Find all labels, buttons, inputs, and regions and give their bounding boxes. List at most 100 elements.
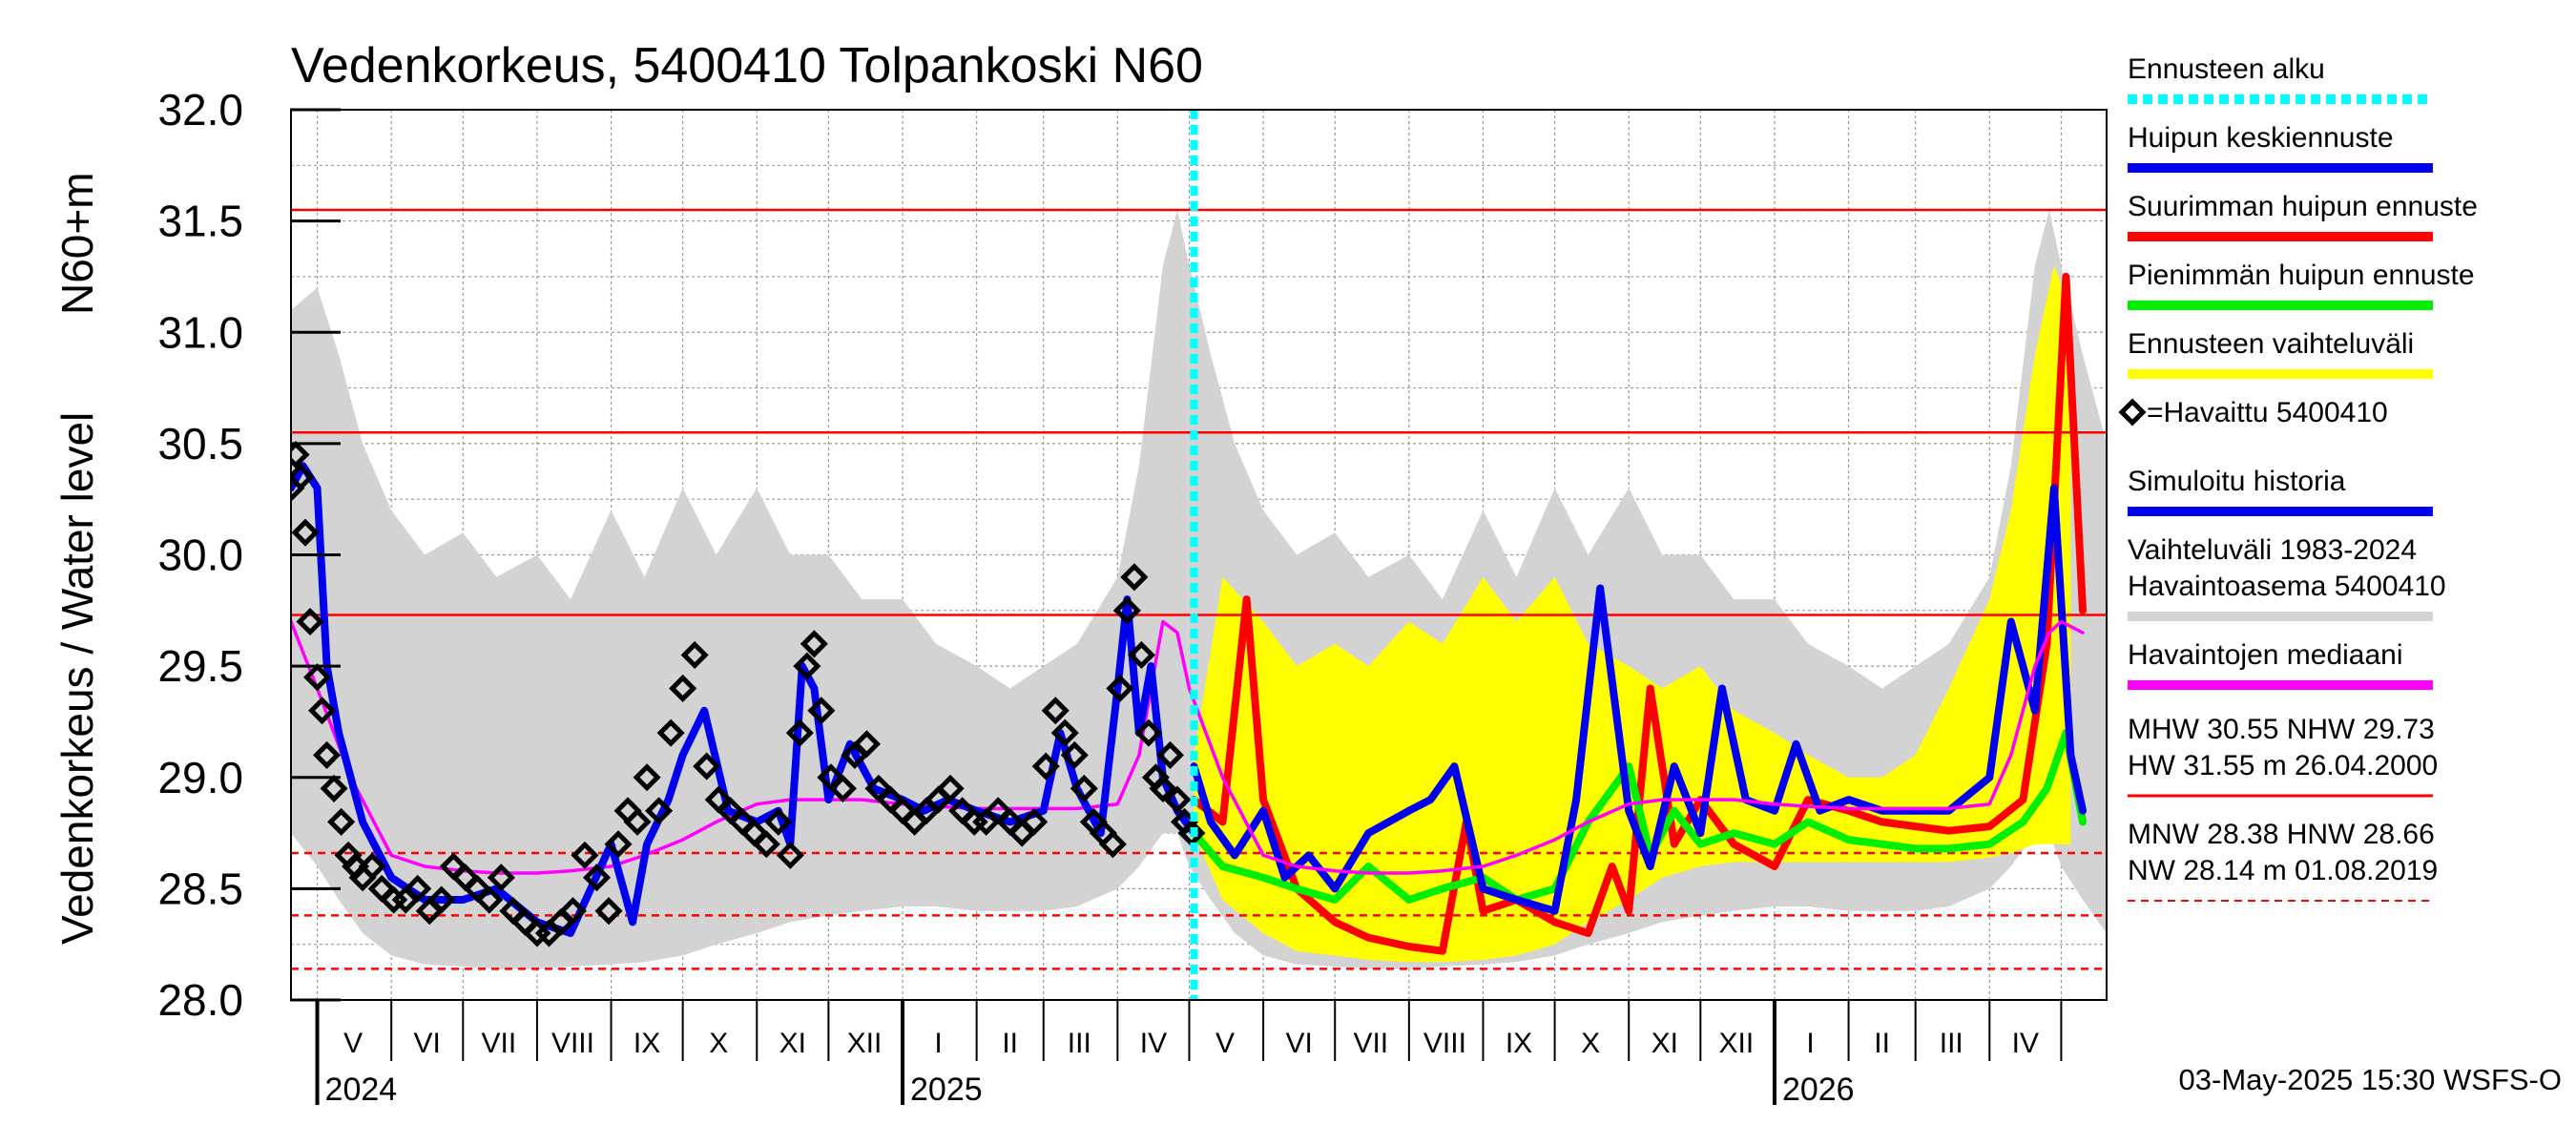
observed-marker xyxy=(764,807,793,836)
month-label: VII xyxy=(1353,1028,1388,1059)
observed-marker xyxy=(785,718,814,747)
observed-marker xyxy=(296,607,324,636)
legend-label: Ennusteen alku xyxy=(2128,53,2325,85)
month-label: II xyxy=(1002,1028,1018,1059)
observed-marker xyxy=(776,841,804,869)
y-tick-label: 31.5 xyxy=(157,197,243,246)
observed-marker xyxy=(669,674,697,702)
observed-marker xyxy=(571,841,599,869)
observed-marker xyxy=(358,852,386,881)
observed-marker xyxy=(320,774,348,802)
month-label: VIII xyxy=(551,1028,594,1059)
month-label: XII xyxy=(847,1028,883,1059)
observed-marker xyxy=(852,730,881,759)
legend-label-continued: Havaintoasema 5400410 xyxy=(2128,571,2446,602)
observed-marker xyxy=(800,630,828,658)
observed-marker xyxy=(303,663,332,692)
plot-content xyxy=(291,110,2107,1000)
observed-marker xyxy=(645,797,674,825)
observed-marker xyxy=(936,774,965,802)
legend-stat-line: MNW 28.38 HNW 28.66 xyxy=(2128,819,2435,850)
plot-area: 28.028.529.029.530.030.531.031.532.0V VI V… xyxy=(157,85,2108,1108)
y-tick-label: 30.0 xyxy=(157,531,243,580)
month-label: XII xyxy=(1719,1028,1755,1059)
observed-marker xyxy=(1070,774,1098,802)
observed-marker xyxy=(1120,563,1149,592)
y-tick-label: 31.0 xyxy=(157,307,243,357)
observed-marker xyxy=(1127,640,1155,669)
month-label: XI xyxy=(779,1028,806,1059)
observed-marker xyxy=(291,518,320,547)
month-label: II xyxy=(1874,1028,1890,1059)
observed-marker xyxy=(793,652,821,680)
observed-marker xyxy=(693,752,721,781)
band-series-1 xyxy=(1194,265,2071,963)
line-series-5 xyxy=(291,619,2085,875)
observed-marker xyxy=(656,718,685,747)
observed-marker xyxy=(594,897,623,926)
observed-marker xyxy=(752,830,780,859)
y-tick-label: 28.0 xyxy=(157,975,243,1025)
observed-marker xyxy=(291,463,315,491)
month-label: IX xyxy=(634,1028,660,1059)
legend-label: Huipun keskiennuste xyxy=(2128,122,2394,154)
observed-marker xyxy=(1155,740,1184,769)
legend: Ennusteen alku Huipun keskiennuste Suurimm… xyxy=(2118,53,2478,902)
month-label: X xyxy=(1581,1028,1600,1059)
observed-marker xyxy=(1106,674,1134,702)
year-label: 2025 xyxy=(910,1072,983,1108)
month-label: IV xyxy=(2012,1028,2039,1059)
month-label: III xyxy=(1940,1028,1963,1059)
line-series-3 xyxy=(1190,729,2087,904)
observed-marker xyxy=(1149,774,1177,802)
observed-marker xyxy=(623,807,652,836)
observed-marker xyxy=(404,874,432,903)
legend-stat-line: HW 31.55 m 26.04.2000 xyxy=(2128,750,2438,781)
legend-label: Simuloitu historia xyxy=(2128,466,2346,497)
y-tick-label: 32.0 xyxy=(157,85,243,135)
observed-marker xyxy=(313,740,342,769)
y-tick-label: 29.0 xyxy=(157,753,243,802)
observed-marker xyxy=(308,697,337,725)
legend-label: Havaintojen mediaani xyxy=(2128,639,2403,671)
timestamp-footer: 03-May-2025 15:30 WSFS-O xyxy=(2179,1063,2562,1096)
observed-marker xyxy=(1163,785,1192,814)
month-label: I xyxy=(934,1028,942,1059)
chart-title: Vedenkorkeus, 5400410 Tolpankoski N60 xyxy=(291,38,1203,94)
month-label: X xyxy=(709,1028,728,1059)
observed-marker xyxy=(1041,697,1070,725)
observed-marker xyxy=(633,763,661,792)
observed-marker xyxy=(475,885,504,914)
observed-marker xyxy=(828,774,857,802)
y-axis-label: Vedenkorkeus / Water level xyxy=(52,412,102,945)
observed-marker xyxy=(1134,718,1163,747)
y-tick-label: 28.5 xyxy=(157,864,243,913)
month-label: VI xyxy=(1285,1028,1312,1059)
month-label: VII xyxy=(481,1028,516,1059)
month-label: V xyxy=(1215,1028,1235,1059)
observed-marker xyxy=(680,640,709,669)
observed-marker xyxy=(582,864,612,892)
line-series-4 xyxy=(1190,484,2087,915)
observed-marker xyxy=(1020,807,1049,836)
line-series-2 xyxy=(1190,272,2087,955)
legend-marker-icon xyxy=(2118,398,2147,427)
observed-marker xyxy=(327,807,356,836)
legend-label: Suurimman huipun ennuste xyxy=(2128,191,2478,222)
year-label: 2024 xyxy=(325,1072,398,1108)
observed-marker xyxy=(1060,740,1089,769)
legend-stat-line: NW 28.14 m 01.08.2019 xyxy=(2128,855,2438,886)
observed-marker xyxy=(427,885,456,914)
legend-label: Vaihteluväli 1983-2024 xyxy=(2128,534,2417,566)
y-tick-label: 30.5 xyxy=(157,419,243,468)
observed-marker xyxy=(291,441,310,469)
observed-marker xyxy=(1050,718,1079,747)
month-label: XI xyxy=(1652,1028,1678,1059)
observed-marker xyxy=(1112,596,1141,625)
y-tick-label: 29.5 xyxy=(157,641,243,691)
month-label: IX xyxy=(1506,1028,1532,1059)
month-label: V xyxy=(343,1028,363,1059)
month-label: VIII xyxy=(1423,1028,1466,1059)
observed-marker xyxy=(487,864,515,892)
legend-label: =Havaittu 5400410 xyxy=(2147,397,2388,428)
